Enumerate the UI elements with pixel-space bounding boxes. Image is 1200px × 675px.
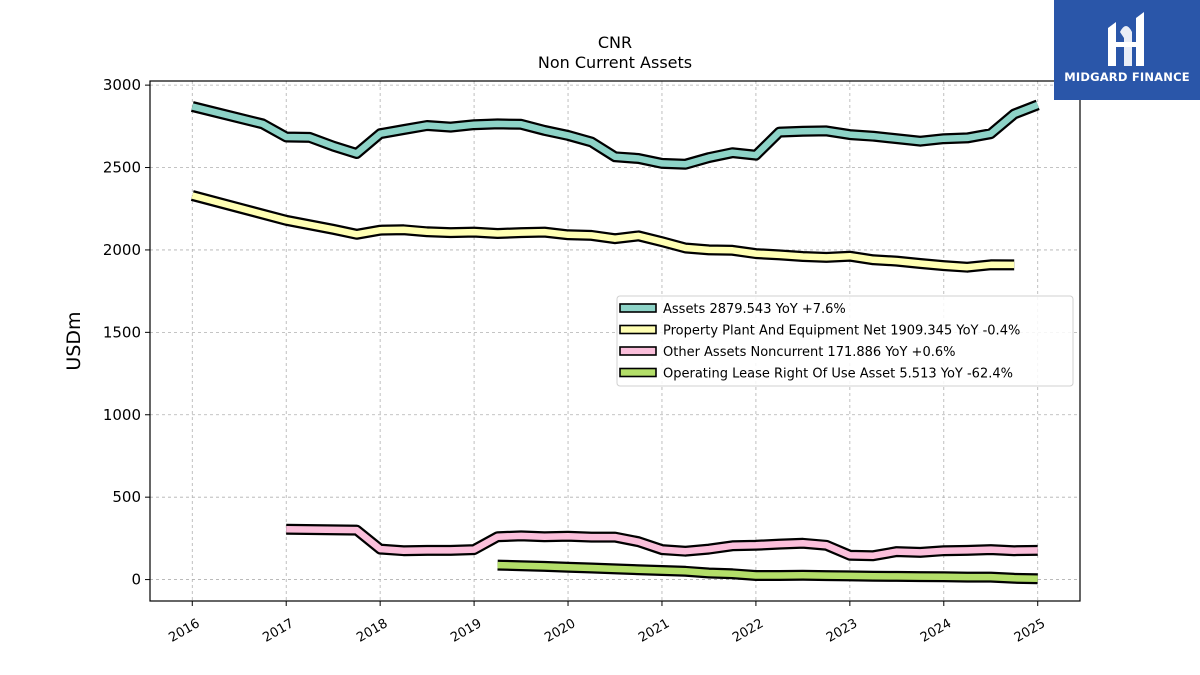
brand-logo: MIDGARD FINANCE [1054,0,1200,100]
legend-label-2: Other Assets Noncurrent 171.886 YoY +0.6… [663,345,955,360]
plot-frame [149,80,1081,602]
x-tick-label: 2019 [448,616,484,646]
y-tick-label: 1500 [103,323,141,341]
x-tick-label: 2020 [542,616,578,646]
x-tick-label: 2018 [354,616,390,646]
legend-label-1: Property Plant And Equipment Net 1909.34… [663,324,1020,339]
x-tick-label: 2017 [260,616,296,646]
legend-label-0: Assets 2879.543 YoY +7.6% [663,302,846,317]
legend-swatch-3 [619,367,657,378]
chart-title: CNR [598,33,632,52]
legend-label-3: Operating Lease Right Of Use Asset 5.513… [663,367,1013,382]
series-line-2 [286,526,1038,559]
y-tick-label: 0 [131,571,141,589]
brand-name: MIDGARD FINANCE [1064,70,1190,84]
y-tick-label: 500 [112,488,141,506]
x-tick-label: 2022 [730,616,766,646]
y-tick-label: 2500 [103,159,141,177]
y-tick-label: 3000 [103,76,141,94]
legend: Assets 2879.543 YoY +7.6% Property Plant … [616,295,1074,387]
x-tick-label: 2016 [166,616,202,646]
series-lines [190,99,1040,585]
brand-mark-icon [1108,12,1144,66]
legend-swatch-2 [619,346,657,356]
series-outline-1 [190,190,1015,273]
y-tick-label: 2000 [103,241,141,259]
x-tick-label: 2021 [636,616,672,646]
y-tick-label: 1000 [103,406,141,424]
legend-box [616,295,1074,387]
x-tick-label: 2023 [824,616,860,646]
chart-subtitle: Non Current Assets [538,53,692,72]
series-line-0 [191,101,1039,168]
legend-swatch-1 [619,324,657,335]
y-axis-label: USDm [63,311,85,370]
series-line-3 [497,561,1038,582]
x-tick-label: 2024 [918,616,954,646]
series-line-1 [191,192,1015,271]
legend-swatch-0 [619,303,657,313]
x-tick-label: 2025 [1012,616,1048,646]
